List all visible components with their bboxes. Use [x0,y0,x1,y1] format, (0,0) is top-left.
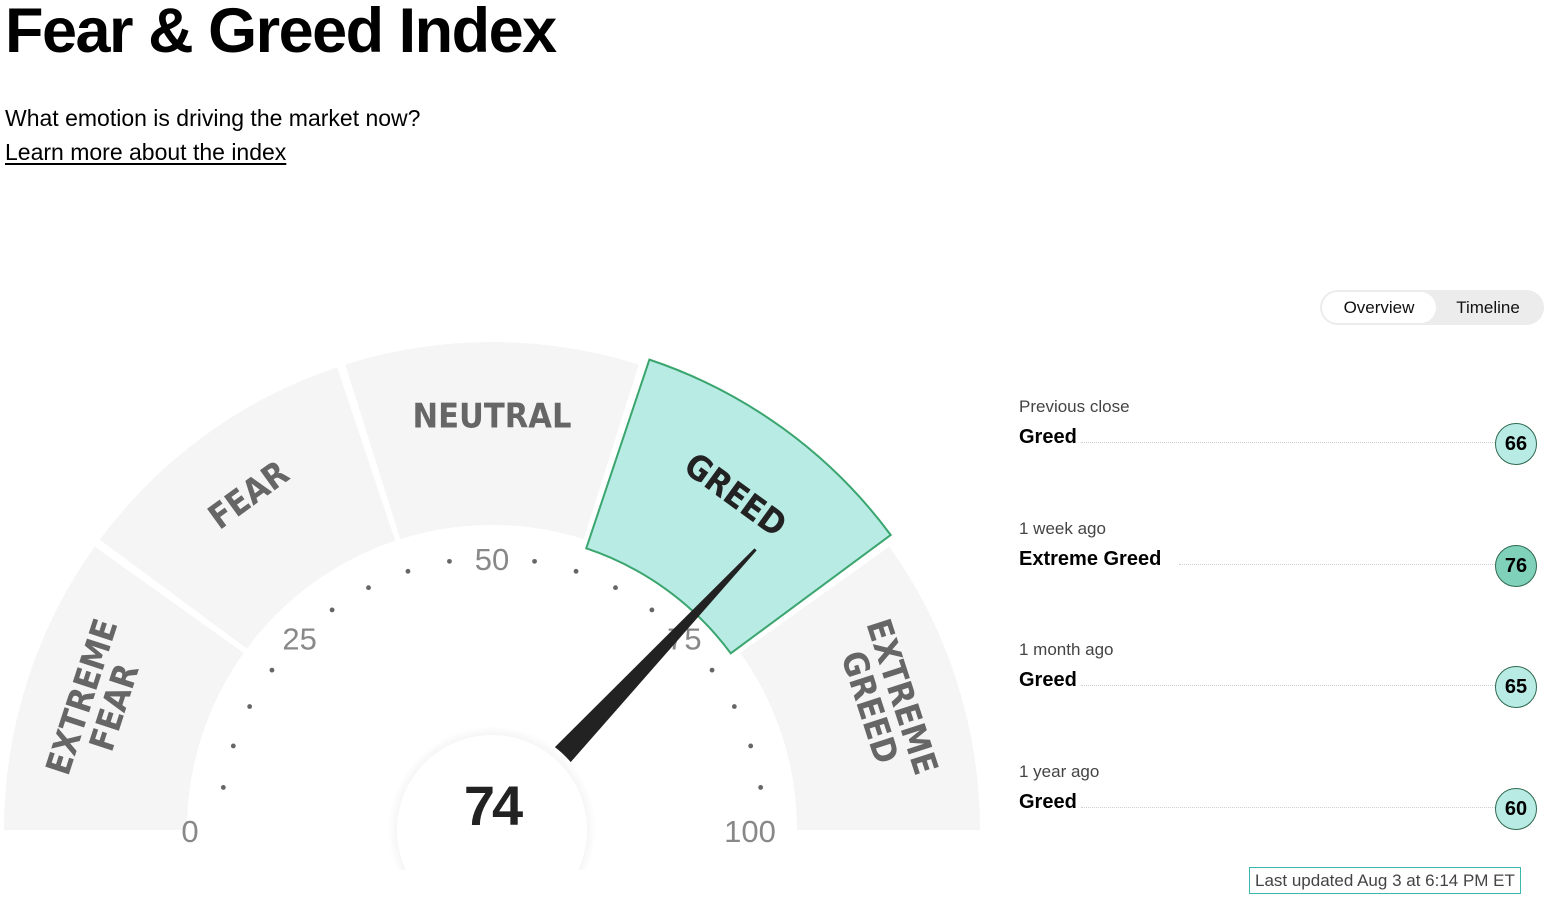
gauge-hub [397,735,587,870]
gauge-dot [532,558,537,564]
history-label: Greed [1019,669,1077,691]
gauge-segment-neutral [345,342,639,540]
gauge-dot [247,704,253,709]
last-updated: Last updated Aug 3 at 6:14 PM ET [1249,867,1521,894]
history-value-badge: 66 [1495,423,1537,465]
history-item-1-week-ago: 1 week ago Extreme Greed 76 [1019,518,1539,640]
dotted-leader [1081,685,1495,686]
gauge-segment-fear [99,367,396,649]
history-when: 1 month ago [1019,640,1114,659]
gauge-dot [405,568,411,574]
gauge-dot [220,785,226,790]
gauge-tick-label: 25 [282,622,316,657]
history-when: 1 week ago [1019,518,1106,538]
gauge-dot [649,607,655,613]
gauge-dot [230,743,236,749]
gauge-dot [613,585,618,591]
history-label: Extreme Greed [1019,547,1162,570]
history-item-1-month-ago: 1 month ago Greed 65 [1019,639,1539,761]
history-item-previous-close: Previous close Greed 66 [1019,396,1539,518]
dotted-leader [1179,563,1495,565]
gauge-tick-label: 0 [181,814,198,849]
history-value-badge: 65 [1495,666,1537,708]
gauge-dot [573,568,579,574]
gauge-value: 74 [464,774,523,837]
view-toggle: Overview Timeline [1320,290,1544,325]
dotted-leader [1081,806,1495,808]
dotted-leader [1081,442,1495,443]
gauge-dot [731,704,737,709]
learn-more-link[interactable]: Learn more about the index [5,139,287,165]
fear-greed-gauge: EXTREMEFEARFEARNEUTRALGREEDEXTREMEGREED … [4,342,980,870]
overview-tab[interactable]: Overview [1322,292,1436,323]
gauge-tick-label: 100 [724,814,776,849]
gauge-needle [531,548,757,788]
page-subtitle: What emotion is driving the market now? [5,105,421,131]
history-list: Previous close Greed 66 1 week ago Extre… [1019,396,1539,882]
gauge-segment-greed [584,358,893,655]
gauge-dot [758,785,764,790]
gauge-dot [329,607,335,613]
history-when: 1 year ago [1019,761,1100,781]
gauge-dot [366,585,371,591]
history-label: Greed [1019,426,1077,448]
history-value-badge: 76 [1495,544,1537,587]
gauge-tick-label: 50 [475,542,509,577]
history-label: Greed [1019,790,1077,813]
timeline-tab[interactable]: Timeline [1456,298,1520,317]
history-item-1-year-ago: 1 year ago Greed 60 [1019,761,1539,883]
gauge-dot [748,743,754,749]
gauge-segment-extreme-fear [4,546,244,830]
page-title: Fear & Greed Index [5,0,557,66]
history-value-badge: 60 [1495,787,1537,830]
gauge-dot [709,667,715,673]
gauge-segment-label: NEUTRAL [413,396,572,436]
gauge-dot [269,667,275,673]
history-when: Previous close [1019,397,1130,416]
gauge-segment-extreme-greed [740,546,980,830]
gauge-dot [447,558,452,564]
